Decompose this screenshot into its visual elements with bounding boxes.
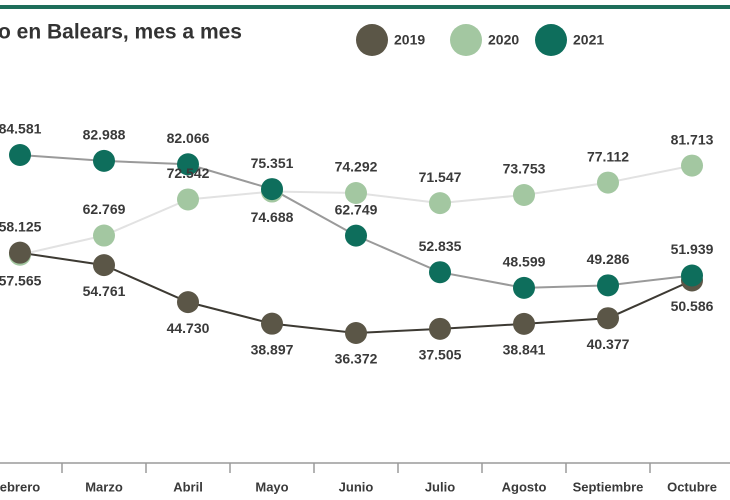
point [177, 153, 199, 176]
value-label: 82.066 [167, 130, 210, 146]
point [513, 312, 535, 335]
value-label: 38.897 [251, 341, 294, 357]
series-line [19, 154, 693, 289]
point [429, 261, 451, 284]
point [429, 317, 451, 340]
chart-title: o en Balears, mes a mes [0, 21, 242, 44]
point [345, 224, 367, 247]
value-label: 44.730 [167, 320, 210, 336]
x-tick-label: Marzo [85, 479, 123, 494]
top-rule [0, 5, 730, 9]
point [513, 276, 535, 299]
point [177, 291, 199, 314]
value-label: 38.841 [503, 342, 546, 358]
point [93, 149, 115, 172]
point [345, 322, 367, 344]
value-label: 40.377 [587, 336, 630, 352]
point [9, 144, 31, 166]
value-label: 62.769 [83, 201, 126, 217]
value-label: 57.565 [0, 272, 42, 288]
legend-marker [535, 24, 567, 56]
legend-marker [356, 24, 388, 56]
point [261, 178, 283, 201]
legend-text: 2019 [394, 32, 425, 48]
point [261, 312, 283, 335]
point [681, 264, 703, 287]
value-label: 73.753 [503, 161, 546, 177]
value-label: 48.599 [503, 254, 546, 270]
x-tick-label: Abril [173, 479, 203, 494]
value-label: 81.713 [671, 131, 714, 147]
value-label: 49.286 [587, 251, 630, 267]
x-tick-label: Octubre [667, 479, 717, 494]
value-label: 74.688 [251, 209, 294, 225]
point [429, 192, 451, 215]
value-label: 72.542 [167, 165, 210, 181]
value-label: 54.761 [83, 283, 126, 299]
value-label: 82.988 [83, 127, 126, 143]
x-tick-label: ebrero [0, 479, 40, 494]
point [597, 274, 619, 297]
value-label: 52.835 [419, 238, 462, 254]
x-tick-label: Julio [425, 479, 455, 494]
value-label: 58.125 [0, 218, 42, 234]
value-label: 75.351 [251, 155, 294, 171]
x-tick-label: Agosto [502, 479, 547, 494]
x-tick-label: Junio [339, 479, 374, 494]
value-label: 77.112 [587, 148, 629, 164]
value-label: 37.505 [419, 347, 462, 363]
point [597, 171, 619, 194]
x-tick-label: Mayo [255, 479, 288, 494]
legend-text: 2020 [488, 32, 519, 48]
value-label: 36.372 [335, 351, 378, 367]
legend-text: 2021 [573, 32, 604, 48]
value-label: 62.749 [335, 201, 378, 217]
value-label: 50.586 [671, 298, 714, 314]
value-label: 84.581 [0, 121, 42, 137]
point [9, 241, 31, 264]
point [93, 254, 115, 277]
point [513, 183, 535, 206]
point [681, 154, 703, 177]
value-label: 71.547 [419, 169, 462, 185]
value-label: 51.939 [671, 241, 714, 257]
point [93, 224, 115, 247]
value-label: 74.292 [335, 159, 378, 175]
point [345, 181, 367, 204]
legend-marker [450, 24, 482, 56]
point [597, 307, 619, 330]
x-tick-label: Septiembre [573, 479, 644, 494]
point [177, 188, 199, 211]
